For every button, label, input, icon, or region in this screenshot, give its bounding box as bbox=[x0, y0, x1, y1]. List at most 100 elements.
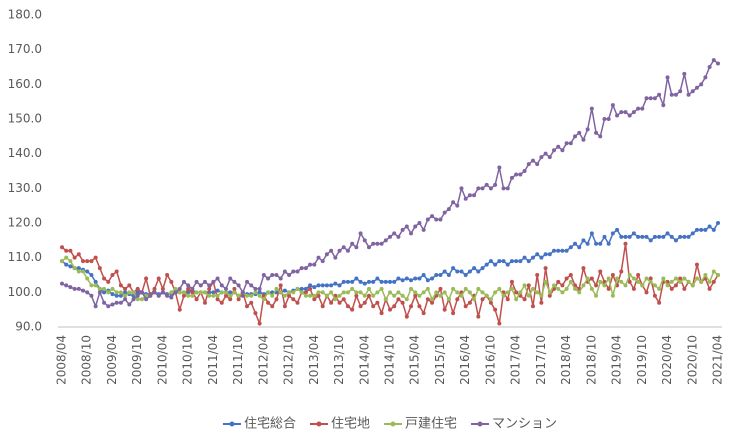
marker bbox=[127, 302, 132, 307]
marker bbox=[245, 293, 250, 298]
marker bbox=[366, 245, 371, 250]
marker bbox=[619, 279, 624, 284]
marker bbox=[509, 286, 514, 291]
marker bbox=[379, 311, 384, 316]
marker bbox=[552, 248, 556, 253]
marker bbox=[526, 162, 531, 167]
marker bbox=[266, 276, 271, 281]
marker bbox=[644, 96, 649, 101]
marker bbox=[535, 273, 540, 277]
marker bbox=[518, 259, 523, 264]
x-tick-label: 2014/10 bbox=[383, 335, 397, 385]
marker bbox=[518, 290, 523, 295]
marker bbox=[215, 288, 220, 293]
marker bbox=[413, 293, 418, 298]
marker bbox=[686, 279, 691, 284]
marker bbox=[400, 278, 405, 283]
marker bbox=[400, 227, 405, 232]
marker bbox=[480, 290, 485, 295]
marker bbox=[518, 172, 523, 177]
marker bbox=[438, 286, 443, 291]
marker bbox=[97, 266, 102, 271]
marker bbox=[564, 276, 569, 281]
legend-label: 戸建住宅 bbox=[405, 417, 457, 432]
marker bbox=[400, 300, 405, 305]
marker bbox=[366, 279, 371, 284]
marker bbox=[480, 186, 485, 191]
marker bbox=[173, 290, 178, 295]
legend-label: マンション bbox=[492, 417, 557, 432]
marker bbox=[232, 286, 237, 291]
marker bbox=[257, 293, 262, 298]
marker bbox=[619, 234, 624, 239]
y-tick-label: 180.0 bbox=[8, 8, 42, 22]
marker bbox=[114, 290, 119, 295]
x-tick-label: 2013/04 bbox=[307, 335, 321, 385]
marker bbox=[568, 141, 573, 146]
marker bbox=[278, 283, 283, 288]
marker bbox=[417, 293, 422, 298]
marker bbox=[93, 283, 98, 288]
marker bbox=[631, 231, 636, 236]
marker bbox=[89, 259, 94, 264]
marker bbox=[476, 286, 481, 291]
marker bbox=[228, 276, 233, 281]
marker bbox=[337, 248, 342, 253]
x-tick-label: 2011/04 bbox=[206, 335, 220, 385]
x-tick-label: 2008/10 bbox=[80, 335, 94, 385]
marker bbox=[60, 259, 64, 264]
marker bbox=[341, 245, 346, 250]
marker bbox=[337, 293, 342, 298]
marker bbox=[564, 141, 569, 146]
x-tick-label: 2016/10 bbox=[483, 335, 497, 385]
marker bbox=[236, 283, 241, 288]
marker bbox=[451, 200, 456, 205]
marker bbox=[552, 148, 556, 153]
marker bbox=[245, 279, 250, 284]
marker bbox=[682, 71, 687, 76]
marker bbox=[446, 297, 451, 302]
marker bbox=[547, 252, 552, 257]
marker bbox=[257, 290, 262, 295]
marker bbox=[631, 286, 636, 291]
marker bbox=[266, 290, 271, 295]
marker bbox=[404, 314, 409, 319]
marker bbox=[388, 234, 392, 239]
x-tick-label: 2017/10 bbox=[534, 335, 548, 385]
marker bbox=[224, 293, 228, 298]
marker bbox=[354, 290, 359, 295]
marker bbox=[308, 262, 313, 267]
marker bbox=[371, 279, 376, 284]
marker bbox=[177, 286, 182, 291]
marker bbox=[652, 293, 657, 298]
marker bbox=[451, 266, 456, 271]
marker bbox=[703, 75, 708, 80]
marker bbox=[463, 273, 468, 277]
marker bbox=[102, 286, 107, 291]
marker bbox=[568, 245, 573, 250]
marker bbox=[644, 276, 649, 281]
marker bbox=[316, 283, 321, 288]
marker bbox=[526, 283, 531, 288]
marker bbox=[568, 279, 573, 284]
marker bbox=[89, 283, 94, 288]
marker bbox=[661, 234, 666, 239]
marker bbox=[615, 227, 620, 232]
marker bbox=[707, 279, 712, 284]
marker bbox=[636, 234, 641, 239]
marker bbox=[467, 269, 472, 274]
marker bbox=[522, 255, 527, 260]
marker bbox=[165, 293, 170, 298]
marker bbox=[589, 106, 594, 111]
marker bbox=[509, 279, 514, 284]
marker bbox=[539, 300, 544, 305]
marker bbox=[160, 286, 165, 291]
marker bbox=[589, 286, 594, 291]
marker bbox=[627, 273, 632, 277]
marker bbox=[257, 286, 262, 291]
marker bbox=[459, 269, 464, 274]
marker bbox=[274, 273, 279, 277]
marker bbox=[324, 252, 329, 257]
marker bbox=[312, 293, 317, 298]
marker bbox=[581, 266, 586, 271]
